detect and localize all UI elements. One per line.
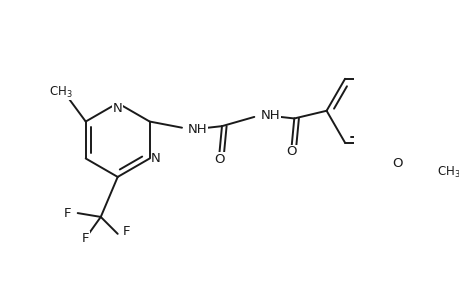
Text: N: N — [151, 152, 161, 165]
Text: NH: NH — [188, 123, 207, 136]
Text: NH: NH — [260, 109, 280, 122]
Text: F: F — [64, 207, 72, 220]
Text: CH$_3$: CH$_3$ — [437, 165, 459, 180]
Text: CH$_3$: CH$_3$ — [49, 85, 73, 100]
Text: F: F — [81, 232, 89, 244]
Text: F: F — [122, 226, 129, 238]
Text: O: O — [391, 158, 402, 170]
Text: N: N — [112, 101, 122, 115]
Text: O: O — [286, 146, 297, 158]
Text: O: O — [214, 153, 224, 166]
